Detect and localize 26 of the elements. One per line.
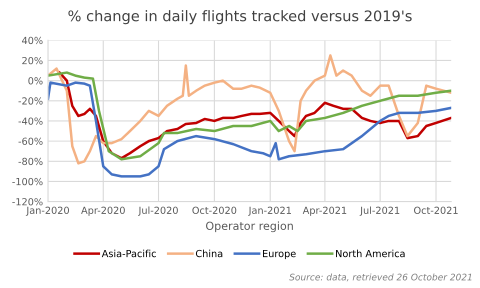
y-tick-label: -20% [18, 97, 43, 105]
y-tick-label: -40% [18, 117, 43, 125]
x-tick-label: Jan-2020 [26, 206, 69, 216]
x-tick-label: Oct-2021 [414, 206, 458, 214]
y-tick-label: 20% [22, 56, 43, 64]
y-tick-label: -120% [12, 198, 43, 206]
chart-title: % change in daily flights tracked versus 2019's [68, 10, 412, 24]
x-tick-label: Oct-2020 [192, 206, 236, 214]
source-note: Source: data, retrieved 26 October 2021 [289, 274, 472, 282]
x-tick-label: Apr-2021 [302, 206, 346, 216]
y-tick-label: 40% [22, 36, 43, 44]
line-series [48, 54, 452, 165]
x-tick-label: Jan-2021 [248, 206, 291, 216]
x-tick-label: Apr-2020 [81, 206, 125, 216]
y-tick-label: -60% [18, 138, 43, 145]
legend-label: North America [336, 250, 405, 258]
legend-label: Asia-Pacific [102, 250, 156, 258]
y-tick-label: 0% [28, 77, 43, 84]
y-tick-label: -80% [18, 158, 43, 166]
legend-label: China [196, 250, 222, 258]
x-axis-title: Operator region [206, 221, 293, 232]
x-tick-label: Jul-2021 [360, 206, 400, 216]
y-tick-label: -100% [12, 178, 43, 186]
x-tick-label: Jul-2020 [138, 206, 178, 216]
line-series [48, 81, 452, 178]
legend-label: Europe [263, 250, 296, 260]
